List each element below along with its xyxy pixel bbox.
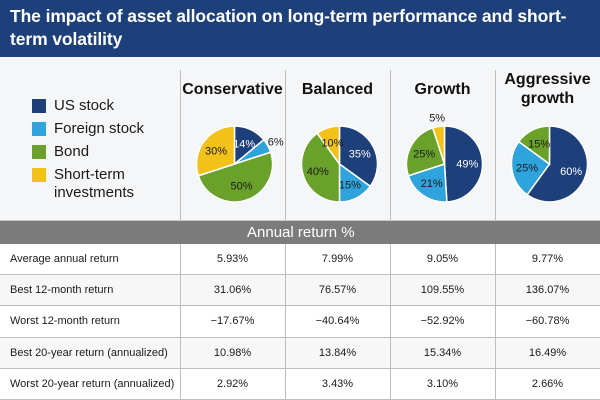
pie-slice — [405, 126, 446, 177]
pie-slice — [526, 125, 589, 203]
table-row: Average annual return 5.93% 7.99% 9.05% 9.77… — [0, 244, 600, 276]
table-divider — [285, 244, 286, 400]
legend-label: US stock — [54, 97, 115, 114]
slice-label: 15% — [528, 139, 550, 151]
slice-label: 5% — [429, 113, 445, 125]
legend-label: Short-term investments — [54, 166, 135, 201]
portfolio-panel: US stock Foreign stock Bond Short-term inve… — [0, 57, 600, 221]
column-heading: Conservative — [182, 81, 283, 98]
returns-table: Average annual return 5.93% 7.99% 9.05% 9.77… — [0, 244, 600, 400]
table-cell: 3.43% — [321, 377, 354, 390]
table-cell: 3.10% — [426, 377, 459, 390]
table-row: Best 12-month return 31.06% 76.57% 109.55% 1… — [0, 275, 600, 307]
pie-slice — [431, 125, 446, 165]
legend-swatch — [32, 122, 46, 136]
pie-slice — [510, 140, 551, 196]
table-cell: 9.05% — [426, 253, 459, 265]
table-divider — [390, 244, 391, 400]
table-cell: 31.06% — [213, 284, 252, 297]
table-cell: 5.93% — [216, 253, 249, 265]
table-row: Worst 12-month return −17.67% −40.64% −52.9… — [0, 306, 600, 338]
slice-label: 25% — [516, 163, 538, 175]
table-cell: 2.66% — [531, 377, 564, 390]
table-cell: 15.34% — [423, 346, 462, 359]
legend-item: Foreign stock — [32, 120, 182, 138]
slice-label: 40% — [307, 166, 329, 178]
column-heading: Balanced — [301, 81, 374, 98]
table-cell: 9.77% — [531, 253, 564, 265]
table-divider — [180, 244, 181, 400]
legend-label: Foreign stock — [54, 120, 145, 137]
slice-label: 35% — [349, 149, 371, 161]
slice-label: 10% — [321, 137, 343, 149]
table-row: Best 20-year return (annualized) 10.98% 13… — [0, 337, 600, 369]
table-cell: −60.78% — [525, 315, 570, 328]
column-divider — [180, 70, 181, 220]
legend-swatch — [32, 99, 46, 113]
slice-label: 14% — [233, 138, 255, 150]
column-heading: Aggressive growth — [504, 71, 591, 107]
legend: US stock Foreign stock Bond Short-term inve… — [32, 97, 182, 207]
legend-item: US stock — [32, 97, 182, 115]
column-divider — [285, 70, 286, 220]
legend-swatch — [32, 168, 46, 182]
slice-label: 60% — [560, 166, 582, 178]
slice-label: 49% — [456, 158, 478, 170]
table-cell: −52.92% — [420, 315, 465, 328]
band-label: Annual return % — [247, 224, 355, 241]
table-cell: 136.07% — [525, 284, 570, 297]
row-label: Best 20-year return (annualized) — [10, 346, 168, 359]
legend-label: Bond — [54, 143, 90, 160]
slice-label: 15% — [339, 179, 361, 191]
table-cell: 76.57% — [318, 284, 357, 297]
column-heading: Growth — [414, 81, 471, 98]
slice-label: 30% — [205, 146, 227, 158]
legend-item: Short-term investments — [32, 166, 182, 202]
table-cell: 2.92% — [216, 377, 249, 390]
table-cell: 7.99% — [321, 253, 354, 265]
slice-label: 25% — [413, 149, 435, 161]
table-row: Worst 20-year return (annualized) 2.92% 3.… — [0, 369, 600, 400]
row-label: Worst 20-year return (annualized) — [10, 377, 175, 390]
table-divider — [495, 244, 496, 400]
table-cell: −17.67% — [210, 315, 255, 328]
column-divider — [390, 70, 391, 220]
legend-swatch — [32, 145, 46, 159]
pie-charts: 14% 6% 50% 30% 35% 15% 40% 10% 49% 21% 25% 5% 60% 25%… — [195, 113, 589, 203]
table-cell: 10.98% — [213, 346, 252, 359]
slice-label: 6% — [268, 136, 284, 148]
row-label: Best 12-month return — [10, 284, 114, 297]
table-cell: 13.84% — [318, 346, 357, 359]
pie-slice — [195, 125, 236, 177]
row-label: Average annual return — [10, 253, 119, 265]
column-divider — [495, 70, 496, 220]
pie-slice — [338, 125, 379, 188]
table-cell: −40.64% — [315, 315, 360, 328]
slice-label: 50% — [231, 181, 253, 193]
pie-slice — [300, 132, 341, 203]
legend-item: Bond — [32, 143, 182, 161]
annual-return-band: Annual return % — [0, 221, 600, 244]
slice-label: 21% — [421, 178, 443, 190]
chart-title: The impact of asset allocation on long-t… — [0, 0, 600, 57]
row-label: Worst 12-month return — [10, 315, 120, 328]
table-cell: 109.55% — [420, 284, 465, 297]
table-cell: 16.49% — [528, 346, 567, 359]
pie-slice — [316, 125, 341, 167]
pie-slice — [517, 125, 551, 166]
pie-slice — [407, 162, 448, 203]
pie-slice — [443, 125, 484, 203]
pie-slice — [197, 151, 274, 203]
